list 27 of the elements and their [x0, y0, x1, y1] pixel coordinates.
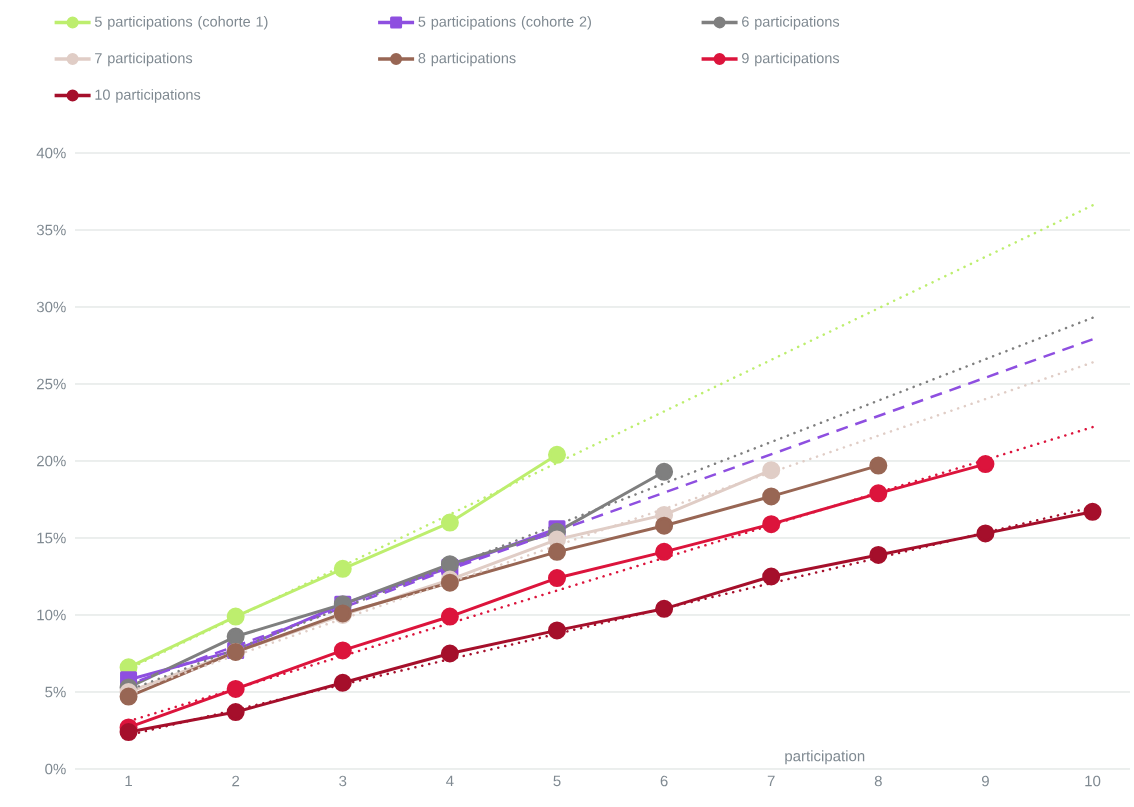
- x-tick-label: 1: [125, 775, 132, 787]
- y-tick-label: 30%: [36, 301, 66, 313]
- y-tick-label: 25%: [37, 378, 66, 390]
- legend-label: 9 participations: [742, 52, 840, 67]
- x-tick-label: 2: [232, 775, 240, 787]
- y-tick-label: 0%: [45, 763, 66, 775]
- y-tick-label: 15%: [37, 532, 66, 544]
- legend-label: 8 participations: [418, 52, 516, 67]
- legend-label: 6 participations: [742, 16, 840, 30]
- x-tick-label: 9: [981, 775, 989, 787]
- legend-label: 10 participations: [95, 89, 201, 103]
- legend-label: 5 participations (cohorte 1): [94, 16, 268, 30]
- x-tick-label: 4: [446, 775, 454, 787]
- y-tick-label: 35%: [36, 224, 66, 236]
- x-tick-label: 10: [1085, 775, 1101, 787]
- y-tick-label: 20%: [37, 455, 66, 467]
- legend-label: 5 participations (cohorte 2): [418, 16, 591, 30]
- x-axis-title: participation: [785, 750, 865, 765]
- x-tick-label: 6: [660, 775, 668, 787]
- y-tick-label: 5%: [45, 686, 66, 698]
- y-tick-label: 10%: [37, 609, 66, 621]
- legend-label: 7 participations: [95, 52, 193, 67]
- x-tick-label: 8: [874, 775, 882, 787]
- y-tick-label: 40%: [36, 147, 66, 159]
- x-tick-label: 5: [553, 775, 561, 787]
- x-tick-label: 7: [767, 775, 775, 787]
- x-tick-label: 3: [339, 775, 347, 787]
